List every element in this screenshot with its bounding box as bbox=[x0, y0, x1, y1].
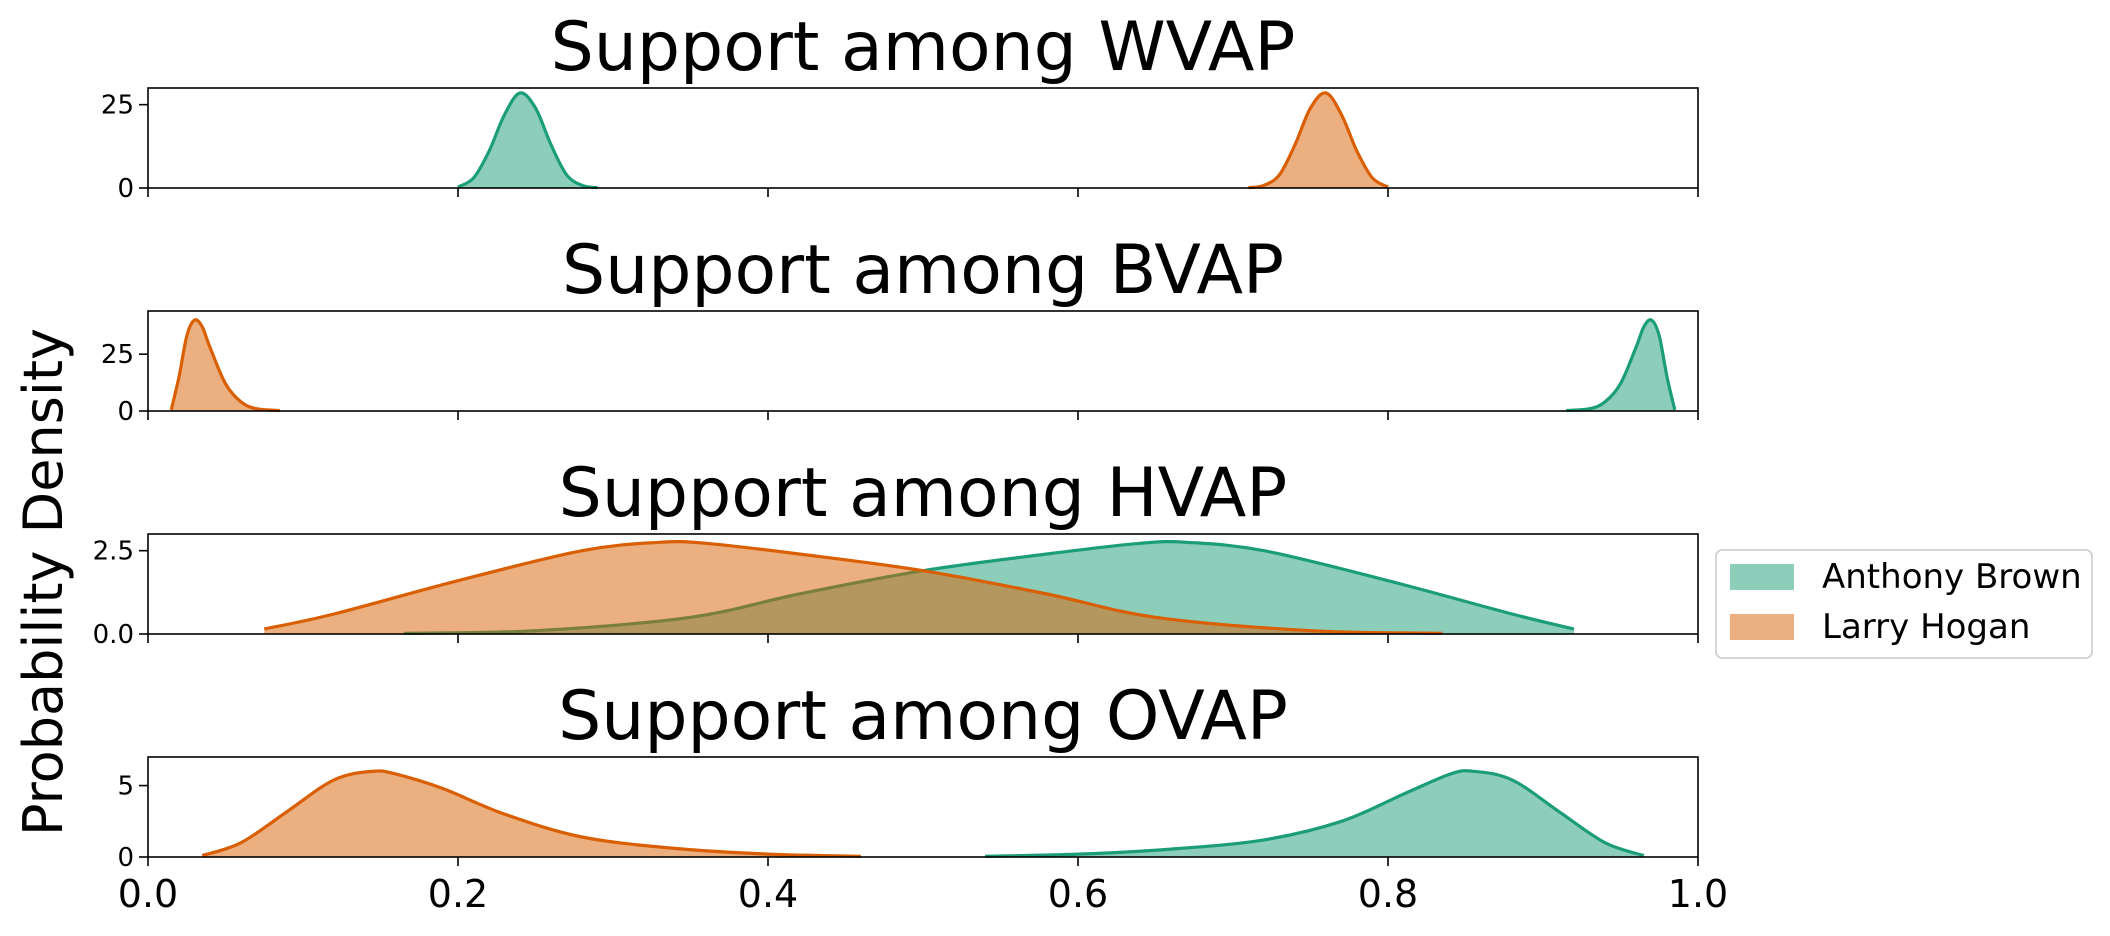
density-area-larry-hogan bbox=[171, 319, 280, 411]
density-area-larry-hogan bbox=[1248, 92, 1388, 188]
legend-frame bbox=[1715, 549, 2093, 659]
x-tick-label: 0.6 bbox=[1048, 872, 1108, 916]
axes-frame bbox=[147, 533, 1699, 635]
x-tick-label: 0.4 bbox=[738, 872, 798, 916]
density-area-anthony-brown bbox=[458, 92, 598, 188]
axes-frame bbox=[147, 756, 1699, 858]
subplot-title: Support among BVAP bbox=[562, 231, 1284, 310]
legend: Anthony Brown Larry Hogan bbox=[1715, 549, 2093, 659]
y-tick-label: 0.0 bbox=[93, 620, 134, 650]
subplot-2: Support among BVAP 0 25 bbox=[101, 231, 1699, 427]
y-axis-label: Probability Density bbox=[12, 328, 75, 836]
density-area-anthony-brown bbox=[985, 770, 1644, 857]
density-area-larry-hogan bbox=[264, 541, 1443, 634]
density-line-anthony-brown bbox=[457, 91, 598, 190]
legend-swatch bbox=[1730, 614, 1794, 640]
axes-frame bbox=[147, 87, 1699, 189]
density-line-anthony-brown bbox=[1566, 318, 1677, 413]
legend-label: Anthony Brown bbox=[1822, 557, 2082, 597]
legend-label: Larry Hogan bbox=[1822, 607, 2030, 647]
axes-frame bbox=[147, 310, 1699, 412]
x-tick-label: 0.0 bbox=[118, 872, 178, 916]
density-area-anthony-brown bbox=[1566, 319, 1675, 411]
y-tick-label: 0 bbox=[117, 397, 134, 427]
x-tick-label: 0.2 bbox=[428, 872, 488, 916]
density-line-larry-hogan bbox=[1248, 91, 1389, 190]
x-tick-label: 0.8 bbox=[1358, 872, 1418, 916]
density-line-larry-hogan bbox=[201, 769, 862, 858]
y-tick-label: 25 bbox=[101, 340, 134, 370]
subplot-title: Support among HVAP bbox=[559, 454, 1288, 533]
y-tick-label: 0 bbox=[117, 174, 134, 204]
y-tick-label: 5 bbox=[117, 772, 134, 802]
subplot-3: Support among HVAP 0.0 2.5 bbox=[93, 454, 1699, 650]
x-tick-label: 1.0 bbox=[1668, 872, 1728, 916]
y-tick-label: 25 bbox=[101, 91, 134, 121]
density-line-larry-hogan bbox=[169, 318, 280, 413]
density-area-larry-hogan bbox=[202, 770, 862, 857]
y-tick-label: 2.5 bbox=[93, 537, 134, 567]
density-line-larry-hogan bbox=[263, 539, 1443, 635]
subplot-1: Support among WVAP 0 25 bbox=[101, 8, 1699, 204]
y-tick-label: 0 bbox=[117, 843, 134, 873]
subplot-4: Support among OVAP 0 5 0.0 0.2 0.4 0.6 0.8 1.0 bbox=[117, 677, 1728, 916]
legend-swatch bbox=[1730, 564, 1794, 590]
subplot-title: Support among OVAP bbox=[558, 677, 1288, 756]
subplot-title: Support among WVAP bbox=[551, 8, 1296, 87]
density-line-anthony-brown bbox=[984, 769, 1645, 858]
